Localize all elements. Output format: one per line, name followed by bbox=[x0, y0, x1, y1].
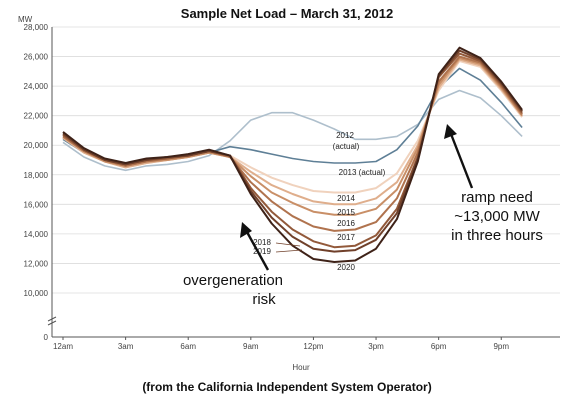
y-tick-label: 26,000 bbox=[24, 53, 49, 62]
series-line-2020 bbox=[62, 46, 523, 263]
y-tick-label: 20,000 bbox=[24, 141, 49, 150]
x-tick-label: 6pm bbox=[431, 342, 447, 351]
overgeneration-arrow-head bbox=[240, 222, 252, 238]
series-line-2016 bbox=[62, 57, 523, 216]
series-line-2014 bbox=[62, 60, 523, 194]
y-tick-label-zero: 0 bbox=[44, 333, 49, 342]
y-tick-label: 14,000 bbox=[24, 230, 49, 239]
label-2019: 2019 bbox=[253, 247, 271, 256]
series-line-2018 bbox=[62, 52, 523, 249]
overgeneration-line2: risk bbox=[252, 291, 276, 308]
label-2012-actual: (actual) bbox=[333, 142, 360, 151]
ramp-need-line3: in three hours bbox=[451, 227, 543, 244]
label-2020: 2020 bbox=[337, 263, 355, 272]
ramp-need-line1: ramp need bbox=[461, 189, 533, 206]
x-tick-label: 9am bbox=[243, 342, 259, 351]
y-tick-label: 24,000 bbox=[24, 82, 49, 91]
y-tick-label: 16,000 bbox=[24, 200, 49, 209]
label-2013: 2013 (actual) bbox=[339, 168, 386, 177]
x-axis-label: Hour bbox=[292, 363, 310, 372]
x-tick-label: 3am bbox=[118, 342, 134, 351]
label-2014: 2014 bbox=[337, 194, 355, 203]
x-tick-labels: 12am 3am 6am 9am 12pm 3pm 6pm 9pm bbox=[53, 342, 509, 351]
series-line-2012 bbox=[62, 89, 523, 172]
y-tick-label: 12,000 bbox=[24, 259, 49, 268]
label-2018: 2018 bbox=[253, 238, 271, 247]
overgeneration-line1: overgeneration bbox=[183, 272, 283, 289]
label-2012-year: 2012 bbox=[336, 131, 354, 140]
series-line-2015 bbox=[62, 58, 523, 206]
ramp-arrow-head bbox=[444, 124, 457, 139]
ramp-need-line2: ~13,000 MW bbox=[454, 208, 540, 225]
y-tick-labels: 10,000 12,000 14,000 16,000 18,000 20,000 22,0… bbox=[24, 23, 49, 342]
x-tick-label: 9pm bbox=[493, 342, 509, 351]
overgeneration-arrow bbox=[245, 231, 270, 271]
label-2016: 2016 bbox=[337, 219, 355, 228]
axes bbox=[47, 27, 560, 340]
ramp-arrow bbox=[449, 133, 474, 189]
y-axis-label: MW bbox=[18, 15, 33, 24]
chart-title: Sample Net Load – March 31, 2012 bbox=[180, 6, 394, 21]
y-tick-label: 22,000 bbox=[24, 112, 49, 121]
grid-lines bbox=[52, 26, 560, 294]
y-tick-label: 18,000 bbox=[24, 171, 49, 180]
y-tick-label: 28,000 bbox=[24, 23, 49, 32]
series-labels: 2012 (actual) 2013 (actual) 2014 2015 2016 201… bbox=[253, 131, 386, 272]
label-2015: 2015 bbox=[337, 208, 355, 217]
series-lines bbox=[62, 46, 523, 263]
series-line-2013 bbox=[62, 67, 523, 167]
annotations: ramp need ~13,000 MW in three hours overgen… bbox=[183, 124, 543, 308]
x-tick-label: 6am bbox=[180, 342, 196, 351]
x-tick-label: 12am bbox=[53, 342, 73, 351]
label-2017: 2017 bbox=[337, 233, 355, 242]
leader-2018 bbox=[275, 242, 301, 247]
chart-caption: (from the California Independent System … bbox=[142, 380, 432, 394]
series-line-2017 bbox=[62, 55, 523, 232]
y-axis-break bbox=[47, 316, 57, 326]
leader-2019 bbox=[275, 249, 303, 253]
series-line-2019 bbox=[62, 49, 523, 253]
x-tick-label: 12pm bbox=[303, 342, 323, 351]
y-tick-label: 10,000 bbox=[24, 289, 49, 298]
x-tick-label: 3pm bbox=[368, 342, 384, 351]
